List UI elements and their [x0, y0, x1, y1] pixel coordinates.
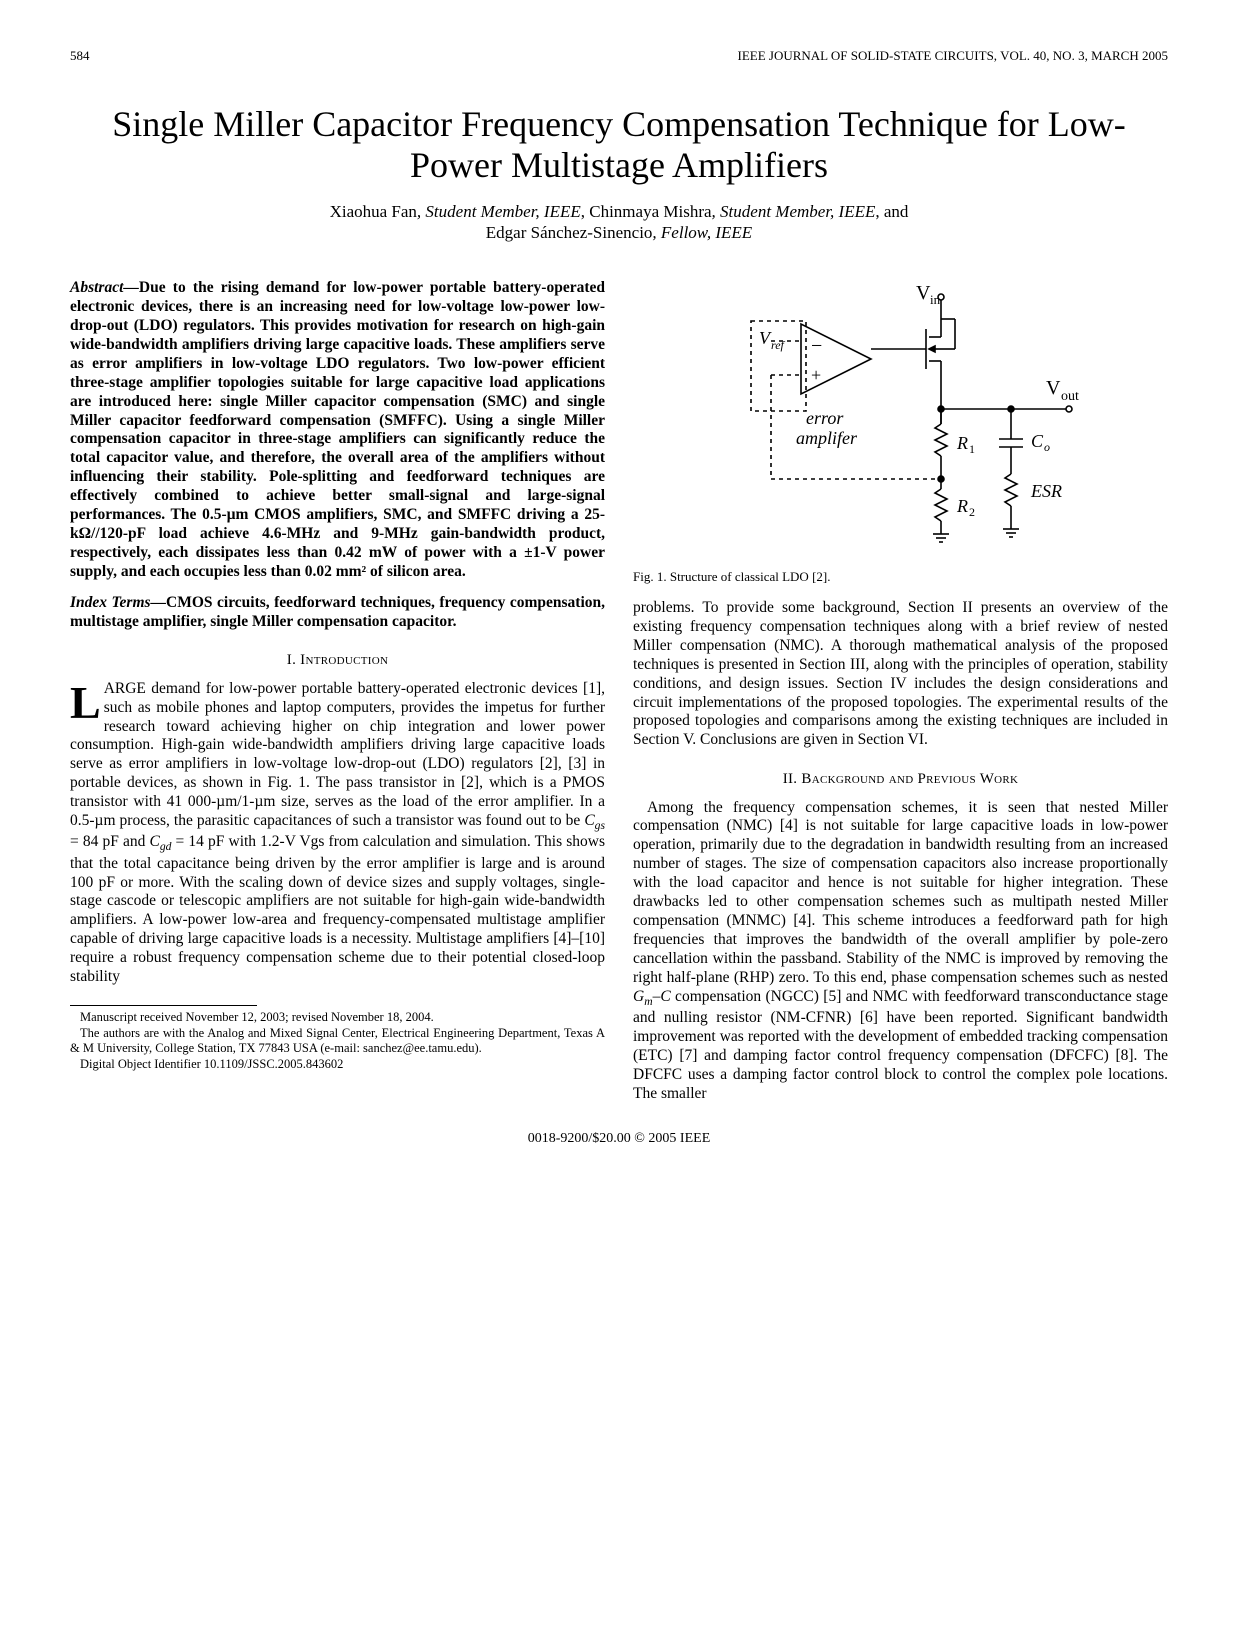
right-column: V in	[633, 279, 1168, 1105]
r1-sub: 1	[969, 442, 975, 456]
section-1-heading: I. Introduction	[70, 651, 605, 669]
author-role: , Student Member, IEEE	[417, 202, 581, 221]
cgd-sub: gd	[160, 840, 172, 853]
footnote-affiliation: The authors are with the Analog and Mixe…	[70, 1026, 605, 1056]
cgd-value: = 14 pF with 1.2-V Vgs from calculation …	[70, 833, 605, 985]
footnotes: Manuscript received November 12, 2003; r…	[70, 1010, 605, 1072]
svg-text:+: +	[811, 365, 821, 385]
author-name: Xiaohua Fan	[330, 202, 417, 221]
footnote-rule	[70, 1005, 257, 1006]
author-name: Edgar Sánchez-Sinencio	[486, 223, 653, 242]
page-number: 584	[70, 48, 90, 64]
author-role: , Fellow, IEEE	[652, 223, 752, 242]
cgd-symbol: C	[149, 833, 159, 850]
col2-para2-a: Among the frequency compensation schemes…	[633, 799, 1168, 986]
gmC-dash: –C	[653, 988, 671, 1005]
paper-title: Single Miller Capacitor Frequency Compen…	[70, 104, 1168, 187]
intro-paragraph: LARGE demand for low-power portable batt…	[70, 680, 605, 987]
error-label: error	[806, 408, 844, 428]
footnote-doi: Digital Object Identifier 10.1109/JSSC.2…	[70, 1057, 605, 1072]
col2-para2: Among the frequency compensation schemes…	[633, 799, 1168, 1104]
vout-sub: out	[1061, 389, 1079, 404]
copyright-line: 0018-9200/$20.00 © 2005 IEEE	[70, 1131, 1168, 1148]
section-2-heading: II. Background and Previous Work	[633, 770, 1168, 788]
svg-text:V: V	[916, 282, 931, 304]
svg-text:R: R	[956, 433, 968, 453]
abstract-text: Due to the rising demand for low-power p…	[70, 279, 605, 580]
index-terms-label: Index Terms—	[70, 594, 166, 611]
abstract-label: Abstract—	[70, 279, 139, 296]
amplifier-label: amplifer	[796, 428, 858, 448]
col2-para2-b: compensation (NGCC) [5] and NMC with fee…	[633, 988, 1168, 1102]
running-header: 584 IEEE JOURNAL OF SOLID-STATE CIRCUITS…	[70, 48, 1168, 64]
ldo-circuit-diagram: V in	[711, 279, 1091, 559]
svg-text:V: V	[1046, 377, 1061, 399]
gm-sub: m	[644, 995, 652, 1008]
footnote-manuscript: Manuscript received November 12, 2003; r…	[70, 1010, 605, 1025]
r2-sub: 2	[969, 505, 975, 519]
author-role: , Student Member, IEEE	[712, 202, 876, 221]
gm-symbol: G	[633, 988, 644, 1005]
journal-info: IEEE JOURNAL OF SOLID-STATE CIRCUITS, VO…	[738, 48, 1169, 64]
intro-text: demand for low-power portable battery-op…	[70, 680, 605, 829]
svg-text:−: −	[811, 335, 822, 357]
intro-first-word: ARGE	[104, 680, 146, 697]
figure-1-caption: Fig. 1. Structure of classical LDO [2].	[633, 569, 1168, 585]
cgs-sub: gs	[595, 819, 605, 832]
svg-text:C: C	[1031, 431, 1044, 451]
abstract: Abstract—Due to the rising demand for lo…	[70, 279, 605, 582]
figure-1: V in	[633, 279, 1168, 585]
authors-block: Xiaohua Fan, Student Member, IEEE, Chinm…	[70, 202, 1168, 243]
esr-label: ESR	[1030, 481, 1062, 501]
index-terms: Index Terms—CMOS circuits, feedforward t…	[70, 594, 605, 632]
author-sep: , and	[875, 202, 908, 221]
dropcap: L	[70, 680, 104, 722]
svg-text:R: R	[956, 496, 968, 516]
vref-sub: ref	[771, 338, 786, 352]
cgs-value: = 84 pF and	[70, 833, 149, 850]
left-column: Abstract—Due to the rising demand for lo…	[70, 279, 605, 1105]
cgs-symbol: C	[584, 812, 594, 829]
author-name: , Chinmaya Mishra	[581, 202, 712, 221]
col2-para1: problems. To provide some background, Se…	[633, 599, 1168, 750]
co-sub: o	[1044, 440, 1050, 454]
